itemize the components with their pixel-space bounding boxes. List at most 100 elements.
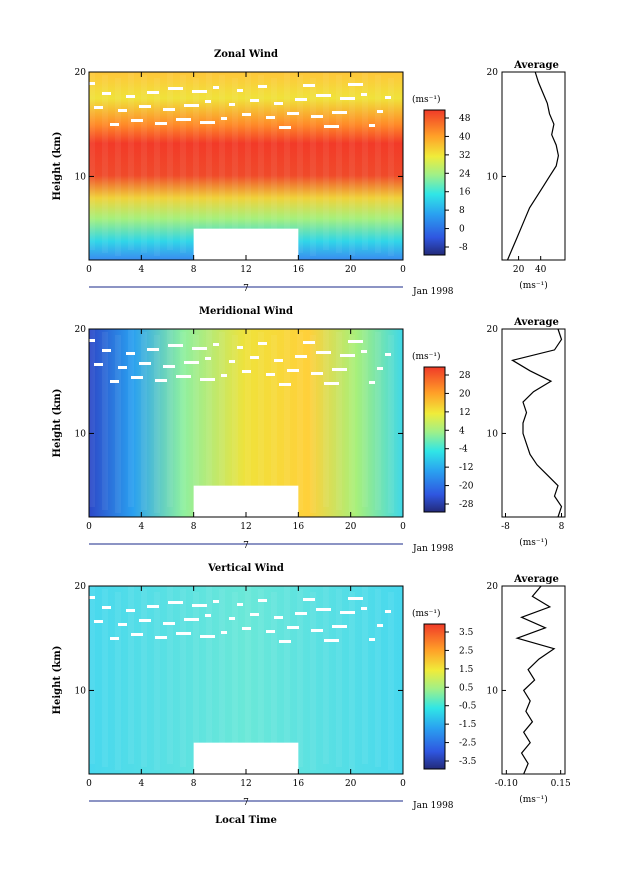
missing-data-speckle [348,340,363,343]
heatmap-texture [271,335,277,513]
missing-data-speckle [274,102,283,105]
missing-data-speckle [147,605,159,608]
missing-data-speckle [192,604,207,607]
missing-data-speckle [176,118,191,121]
missing-data-speckle [311,115,323,118]
profile-title: Average [513,574,559,585]
colorbar-tick-label: -8 [459,243,468,253]
heatmap-texture [102,75,108,253]
heatmap-texture [284,329,290,507]
missing-data-speckle [163,108,175,111]
colorbar-tick-label: 8 [459,206,465,216]
missing-data-speckle [242,113,251,116]
missing-data-speckle [303,84,315,87]
missing-data-speckle [102,606,111,609]
heatmap-texture [115,592,121,770]
missing-data-speckle [200,121,215,124]
missing-data-speckle [200,635,215,638]
date-label: Jan 1998 [412,801,454,811]
heatmap-texture [206,72,212,250]
missing-data-speckle [229,103,235,106]
missing-data-speckle [332,625,347,628]
missing-data-speckle [316,351,331,354]
profile-x-tick-label: 0.15 [551,779,571,789]
missing-data-speckle [110,123,119,126]
missing-data-speckle [126,352,135,355]
panel-2: Vertical Wind 0 4 8 12 16 20 0 20 10 Height (km) 7 J… [52,563,571,811]
heatmap-texture [258,589,264,767]
missing-data-speckle [377,367,383,370]
x-tick-label: 20 [345,265,357,275]
missing-data-speckle [295,612,307,615]
colorbar [423,109,446,256]
data-gap [193,228,299,260]
day-label: 7 [243,284,249,294]
missing-data-speckle [377,110,383,113]
colorbar-tick-label: 40 [459,132,471,142]
heatmap-texture [310,335,316,513]
x-tick-label: 20 [345,522,357,532]
profile-x-tick-label: -8 [501,522,510,532]
missing-data-speckle [369,638,375,641]
missing-data-speckle [131,376,143,379]
missing-data-speckle [163,622,175,625]
heatmap-texture [141,589,147,767]
missing-data-speckle [184,361,199,364]
missing-data-speckle [221,631,227,634]
profile-y-tick-label: 20 [487,582,499,592]
x-tick-label: 8 [191,522,197,532]
day-label: 7 [243,541,249,551]
missing-data-speckle [89,82,95,85]
heatmap-texture [167,72,173,250]
colorbar-tick-label: -12 [459,463,474,473]
colorbar-tick-label: 12 [459,408,470,418]
heatmap-texture [128,329,134,507]
profile-x-tick-label: 20 [513,265,525,275]
x-tick-label: 16 [293,522,305,532]
missing-data-speckle [131,633,143,636]
colorbar-tick-label: 3.5 [459,628,474,638]
heatmap-texture [128,72,134,250]
missing-data-speckle [221,374,227,377]
y-tick-label: 10 [75,686,87,696]
x-tick-label: 0 [86,522,92,532]
heatmap-texture [180,75,186,253]
heatmap-texture [258,332,264,510]
missing-data-speckle [163,365,175,368]
missing-data-speckle [89,596,95,599]
x-tick-label: 16 [293,265,305,275]
missing-data-speckle [316,94,331,97]
heatmap-texture [219,75,225,253]
colorbar-tick-label: 4 [459,426,465,436]
colorbar-tick-label: -28 [459,500,474,510]
missing-data-speckle [213,600,219,603]
x-tick-label: 12 [240,265,251,275]
heatmap-texture [89,586,95,764]
y-axis-label: Height (km) [52,132,63,201]
colorbar-tick-label: -2.5 [459,739,477,749]
missing-data-speckle [385,353,391,356]
missing-data-speckle [279,640,291,643]
missing-data-speckle [184,618,199,621]
missing-data-speckle [110,637,119,640]
heatmap-texture [115,335,121,513]
missing-data-speckle [205,614,211,617]
y-tick-label: 20 [75,325,87,335]
missing-data-speckle [311,629,323,632]
missing-data-speckle [94,620,103,623]
x-tick-label: 0 [400,779,406,789]
missing-data-speckle [139,619,151,622]
profile-line [515,585,556,775]
colorbar-tick-label: -4 [459,445,468,455]
heatmap-texture [310,592,316,770]
missing-data-speckle [192,347,207,350]
heatmap-texture [245,72,251,250]
y-tick-label: 10 [75,172,87,182]
y-tick-label: 10 [75,429,87,439]
heatmap-texture [323,72,329,250]
panel-title: Vertical Wind [207,563,284,574]
x-tick-label: 0 [400,522,406,532]
profile-y-tick-label: 10 [487,429,499,439]
heatmap-texture [154,78,160,256]
heatmap-texture [284,586,290,764]
